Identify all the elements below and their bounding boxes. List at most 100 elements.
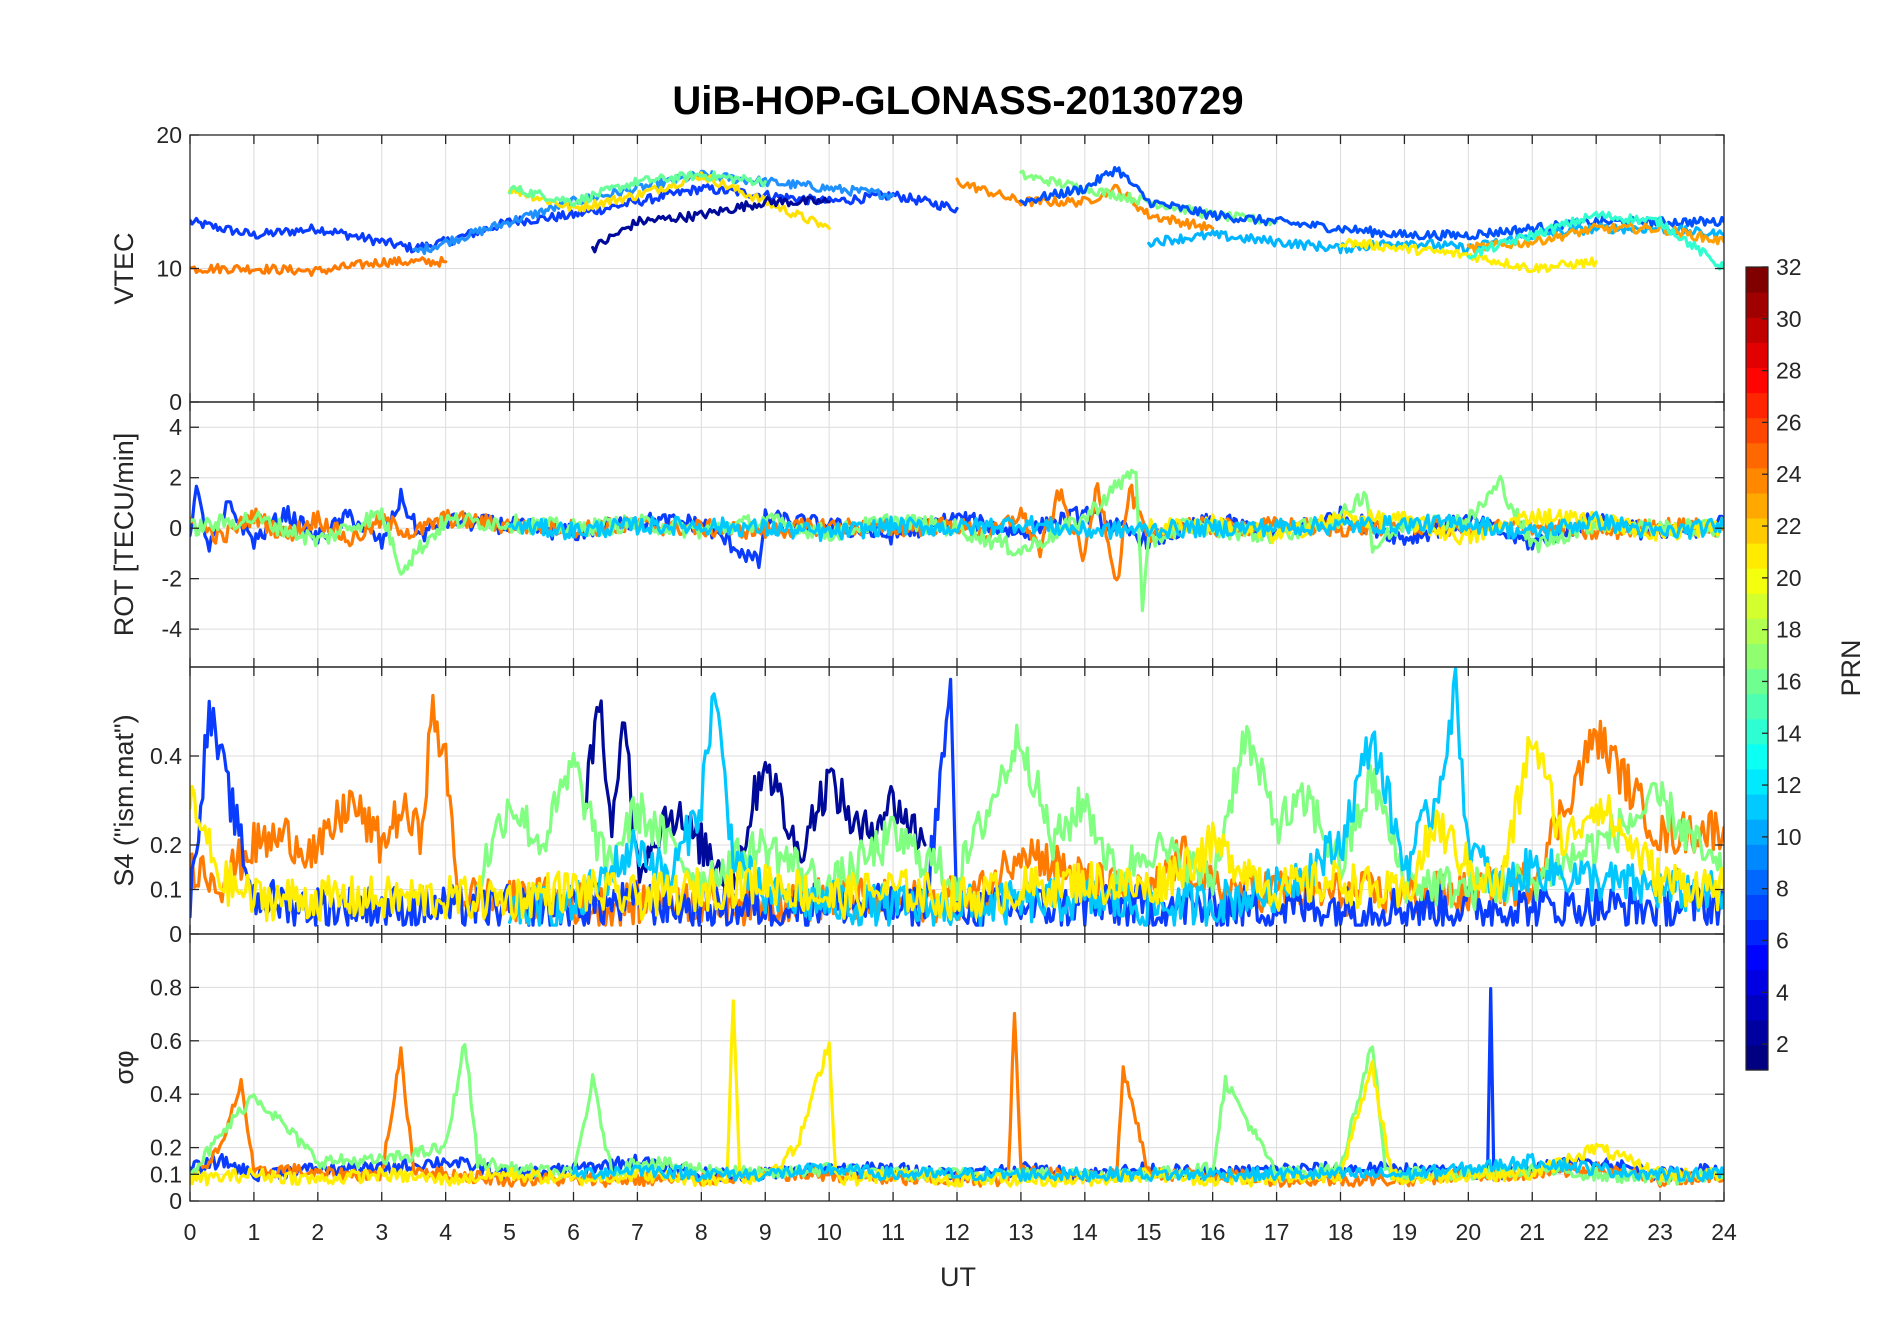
colorbar-segment <box>1746 568 1768 594</box>
data-series-line <box>190 1043 1724 1186</box>
colorbar-segment <box>1746 693 1768 720</box>
data-series-line <box>508 170 767 208</box>
colorbar-segment <box>1746 292 1768 318</box>
y-tick-label: 0.4 <box>150 743 182 769</box>
colorbar-segment <box>1746 442 1768 469</box>
x-tick-label: 2 <box>311 1219 324 1245</box>
x-tick-label: 3 <box>375 1219 388 1245</box>
y-axis-label: VTEC <box>109 232 139 304</box>
y-tick-label: 2 <box>169 465 182 491</box>
series-group <box>190 667 1724 927</box>
y-tick-label: 0 <box>169 515 182 541</box>
colorbar-segment <box>1746 517 1768 544</box>
x-axis-label: UT <box>940 1262 976 1292</box>
data-series-line <box>1147 222 1724 255</box>
x-tick-label: 11 <box>881 1219 905 1245</box>
x-tick-label: 7 <box>631 1219 644 1245</box>
colorbar-tick-label: 8 <box>1776 876 1789 902</box>
colorbar-tick-label: 2 <box>1776 1031 1789 1057</box>
y-tick-label: 0 <box>169 389 182 415</box>
colorbar-segment <box>1746 944 1768 971</box>
x-tick-label: 9 <box>759 1219 772 1245</box>
panel-4: 00.10.2 0.4 0.6 0.8 σφ <box>109 933 1725 1214</box>
y-axis-label: σφ <box>109 1050 139 1084</box>
colorbar-label: PRN <box>1836 639 1866 696</box>
x-tick-label: 21 <box>1519 1219 1545 1245</box>
colorbar-segment <box>1746 492 1768 519</box>
y-tick-label: 0.1 <box>150 877 182 903</box>
x-tick-label: 22 <box>1583 1219 1609 1245</box>
colorbar-segment <box>1746 969 1768 996</box>
colorbar-segment <box>1746 819 1768 845</box>
colorbar-segment <box>1746 668 1768 695</box>
series-group <box>190 468 1724 613</box>
y-tick-label: -2 <box>162 566 182 592</box>
data-series-line <box>508 667 1724 927</box>
data-series-line <box>508 510 1724 543</box>
data-series-line <box>584 699 927 891</box>
y-tick-label: 0.2 <box>150 832 182 858</box>
data-series-line <box>412 169 895 255</box>
colorbar-segment <box>1746 994 1768 1021</box>
colorbar-segment <box>1746 1019 1768 1046</box>
data-series-line <box>571 1152 1724 1183</box>
x-tick-label: 6 <box>567 1219 580 1245</box>
y-tick-label: 0 <box>169 1188 182 1214</box>
data-series-line <box>190 735 1724 923</box>
data-series-line <box>955 177 1215 232</box>
data-series-line <box>591 195 831 254</box>
colorbar-segment <box>1746 894 1768 920</box>
colorbar-segment <box>1746 1044 1768 1071</box>
x-tick-label: 24 <box>1711 1219 1737 1245</box>
colorbar-tick-label: 18 <box>1776 617 1802 643</box>
y-axis-label: S4 ("ism.mat") <box>109 714 139 886</box>
y-tick-label: 20 <box>156 122 182 148</box>
colorbar-segment <box>1746 367 1768 394</box>
colorbar-segment <box>1746 417 1768 444</box>
colorbar-tick-label: 30 <box>1776 306 1802 332</box>
colorbar-segment <box>1746 392 1768 419</box>
colorbar-tick-label: 4 <box>1776 979 1789 1005</box>
y-tick-label: 0.1 <box>150 1161 182 1187</box>
colorbar-segment <box>1746 593 1768 619</box>
y-axis-label: ROT [TECU/min] <box>109 433 139 637</box>
colorbar-segment <box>1746 267 1768 293</box>
y-tick-label: 0.2 <box>150 1135 182 1161</box>
data-series-line <box>190 255 448 277</box>
colorbar-tick-label: 14 <box>1776 720 1802 746</box>
colorbar-segment <box>1746 543 1768 569</box>
x-tick-label: 18 <box>1328 1219 1354 1245</box>
y-tick-label: 4 <box>169 414 182 440</box>
data-series-line <box>508 171 831 230</box>
colorbar-tick-label: 24 <box>1776 461 1802 487</box>
colorbar-segment <box>1746 794 1768 820</box>
x-tick-label: 10 <box>816 1219 842 1245</box>
colorbar-segment <box>1746 844 1768 870</box>
data-series-line <box>1466 210 1724 271</box>
x-tick-label: 4 <box>439 1219 452 1245</box>
colorbar-segment <box>1746 768 1768 795</box>
x-tick-label: 15 <box>1136 1219 1162 1245</box>
colorbar-tick-label: 26 <box>1776 409 1802 435</box>
colorbar-tick-label: 10 <box>1776 824 1802 850</box>
data-series-line <box>1466 222 1724 254</box>
colorbar-segment <box>1746 467 1768 494</box>
x-tick-label: 14 <box>1072 1219 1098 1245</box>
y-tick-label: 0.4 <box>150 1081 182 1107</box>
colorbar-tick-label: 12 <box>1776 772 1802 798</box>
panel-2: -4 -2 0 2 4 ROT [TECU/min] <box>109 401 1725 668</box>
data-series-line <box>1019 166 1724 242</box>
colorbar-frame <box>1745 266 1769 1071</box>
data-series-line <box>476 723 1724 912</box>
series-group <box>190 986 1724 1188</box>
x-tick-label: 12 <box>944 1219 970 1245</box>
colorbar-tick-label: 6 <box>1776 927 1789 953</box>
colorbar-segment <box>1746 317 1768 343</box>
colorbar-segment <box>1746 869 1768 895</box>
data-series-line <box>190 183 959 254</box>
colorbar-segment <box>1746 643 1768 670</box>
colorbar-segment <box>1746 718 1768 745</box>
